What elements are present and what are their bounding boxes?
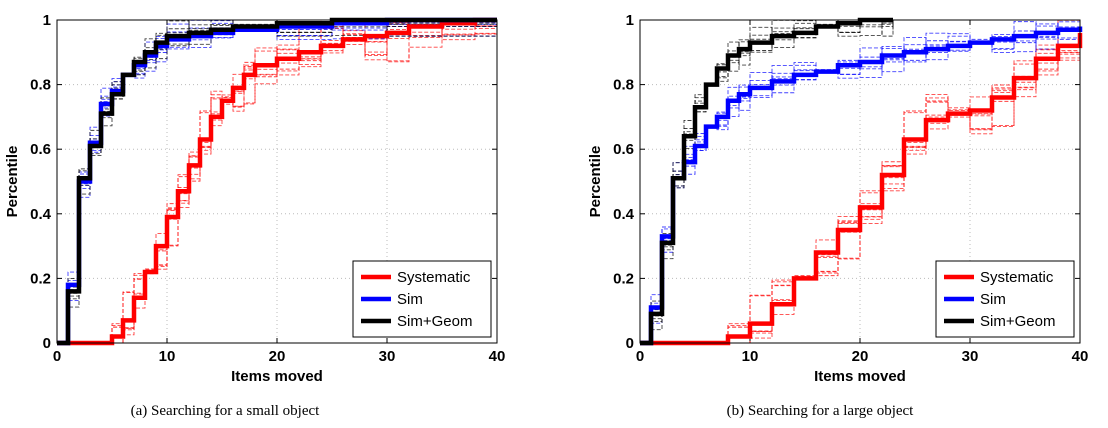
x-tick-label: 20 bbox=[269, 348, 286, 365]
x-tick-label: 10 bbox=[159, 348, 176, 365]
y-tick-label: 0.6 bbox=[30, 141, 51, 158]
chart-caption: (b) Searching for a large object bbox=[727, 403, 915, 419]
x-tick-label: 40 bbox=[489, 348, 506, 365]
axes-box bbox=[56, 19, 498, 344]
x-tick-label: 20 bbox=[852, 348, 869, 365]
trial-line bbox=[640, 19, 1081, 344]
legend-label: Systematic bbox=[397, 269, 471, 286]
y-tick-label: 0.4 bbox=[613, 206, 635, 223]
x-tick-label: 0 bbox=[53, 348, 61, 365]
x-tick-label: 30 bbox=[379, 348, 396, 365]
y-tick-label: 0.8 bbox=[613, 77, 634, 94]
y-axis-label: Percentile bbox=[4, 146, 21, 218]
x-axis-label: Items moved bbox=[814, 368, 906, 385]
y-tick-label: 0.8 bbox=[30, 77, 51, 94]
legend-label: Sim bbox=[980, 291, 1006, 308]
trial-line bbox=[640, 20, 1081, 344]
x-tick-label: 40 bbox=[1072, 348, 1089, 365]
y-tick-label: 0 bbox=[626, 335, 634, 352]
trial-line bbox=[57, 25, 498, 344]
y-tick-label: 1 bbox=[43, 12, 51, 29]
y-tick-label: 0.2 bbox=[30, 270, 51, 287]
series-line-sim bbox=[640, 26, 1083, 346]
y-tick-label: 0.2 bbox=[613, 270, 634, 287]
x-tick-label: 10 bbox=[742, 348, 759, 365]
series-line-sim-geom bbox=[57, 17, 497, 346]
x-axis-label: Items moved bbox=[231, 368, 323, 385]
legend-label: Sim+Geom bbox=[397, 313, 472, 330]
trial-line bbox=[640, 19, 894, 344]
y-tick-label: 0.6 bbox=[613, 141, 634, 158]
legend-label: Systematic bbox=[980, 269, 1054, 286]
chart-panel-a: 0 10 20 30 40 0 0.2 0.4 0.6 0.8 1 Items moved Percen… bbox=[4, 12, 505, 419]
legend-label: Sim bbox=[397, 291, 423, 308]
x-tick-label: 0 bbox=[636, 348, 644, 365]
series-line-systematic bbox=[640, 32, 1083, 346]
trial-line bbox=[57, 19, 497, 344]
y-tick-label: 1 bbox=[626, 12, 634, 29]
legend-label: Sim+Geom bbox=[980, 313, 1055, 330]
chart-caption: (a) Searching for a small object bbox=[131, 403, 321, 419]
series-line-systematic bbox=[57, 17, 497, 346]
trial-line bbox=[57, 19, 498, 344]
axes-box bbox=[639, 19, 1081, 344]
y-axis-label: Percentile bbox=[587, 146, 604, 218]
y-tick-label: 0.4 bbox=[30, 206, 52, 223]
trial-line bbox=[640, 25, 1081, 344]
trial-line bbox=[640, 20, 1081, 344]
series-line-sim-geom bbox=[640, 17, 893, 346]
trial-line bbox=[640, 20, 1081, 344]
chart-panel-b: 0 10 20 30 40 0 0.2 0.4 0.6 0.8 1 Items moved Percen… bbox=[587, 12, 1088, 419]
x-tick-label: 30 bbox=[962, 348, 979, 365]
y-tick-label: 0 bbox=[43, 335, 51, 352]
